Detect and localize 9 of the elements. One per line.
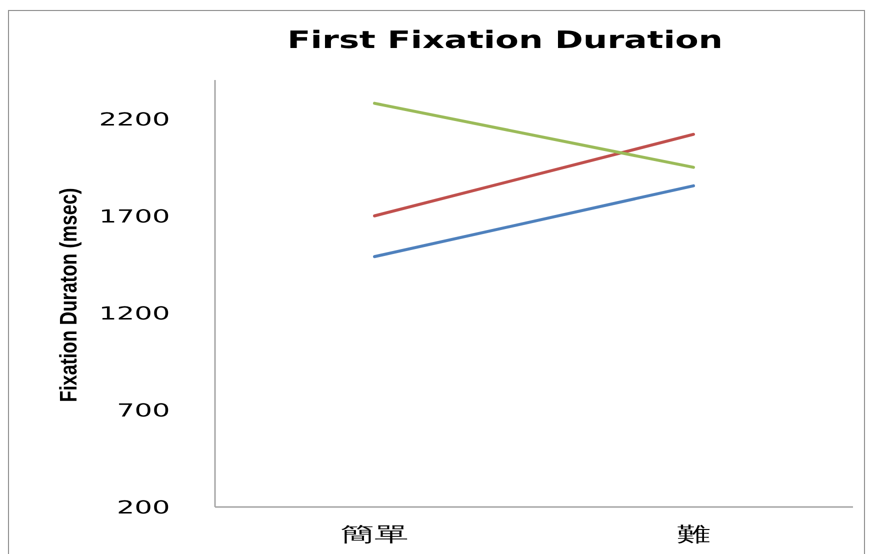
y-tick-label: 2200 [99,108,170,130]
y-tick-label: 200 [116,496,170,518]
chart-title: First Fixation Duration [287,26,723,54]
y-axis-title: Fixation Duraton (msec) [55,188,82,402]
y-tick-label: 1700 [99,205,170,227]
y-tick-label: 1200 [99,302,170,324]
x-tick-label: 簡單 [340,522,409,546]
x-tick-label: 難 [676,522,711,546]
y-tick-label: 700 [116,400,170,422]
